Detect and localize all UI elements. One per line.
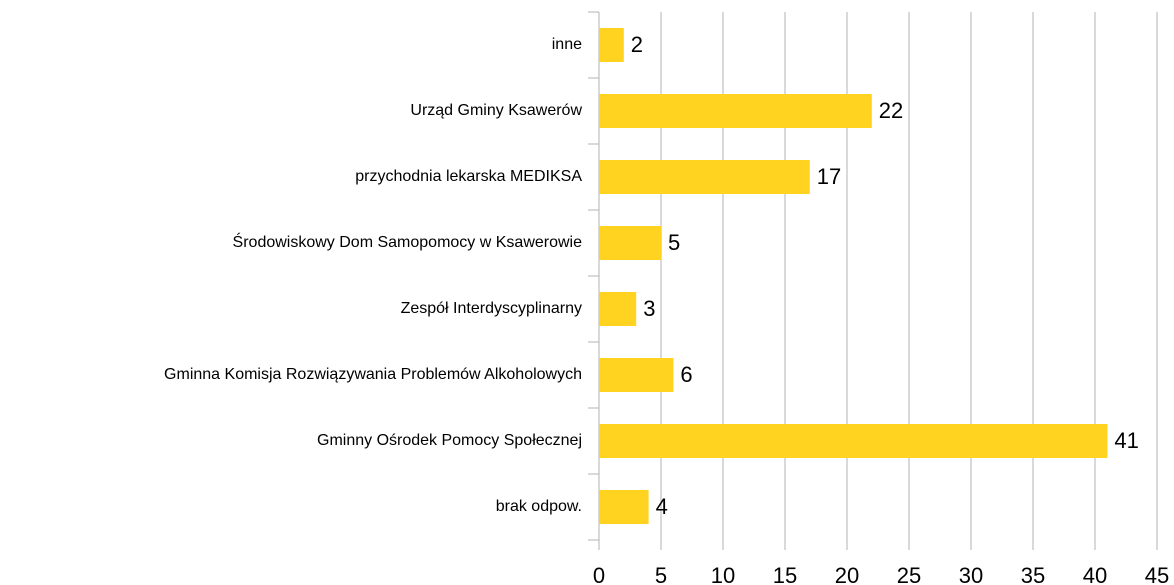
x-tick-label: 25 (897, 563, 921, 585)
value-label: 3 (643, 296, 655, 321)
y-tick-label: brak odpow. (496, 498, 582, 515)
value-label: 5 (668, 230, 680, 255)
bar (599, 160, 810, 194)
value-label: 17 (817, 164, 841, 189)
value-label: 41 (1114, 428, 1138, 453)
y-tick-label: Gminny Ośrodek Pomocy Społecznej (317, 432, 582, 449)
x-tick-label: 0 (593, 563, 605, 585)
x-tick-label: 45 (1145, 563, 1169, 585)
y-tick-label: inne (552, 36, 582, 53)
x-tick-label: 35 (1021, 563, 1045, 585)
value-label: 22 (879, 98, 903, 123)
bar (599, 490, 649, 524)
y-tick-label: Zespół Interdyscyplinarny (401, 300, 582, 317)
bar (599, 226, 661, 260)
y-tick-label: Urząd Gminy Ksawerów (410, 102, 582, 119)
x-tick-label: 5 (655, 563, 667, 585)
x-tick-label: 20 (835, 563, 859, 585)
bar (599, 358, 674, 392)
value-label: 2 (631, 32, 643, 57)
bar (599, 292, 637, 326)
y-tick-label: przychodnia lekarska MEDIKSA (355, 168, 582, 185)
y-tick-label: Gminna Komisja Rozwiązywania Problemów A… (164, 366, 582, 383)
value-label: 4 (656, 494, 668, 519)
x-tick-label: 10 (711, 563, 735, 585)
bar (599, 94, 872, 128)
bar (599, 28, 624, 62)
x-tick-label: 30 (959, 563, 983, 585)
y-tick-label: Środowiskowy Dom Samopomocy w Ksawerowie (233, 232, 583, 251)
bar (599, 424, 1108, 458)
x-tick-label: 15 (773, 563, 797, 585)
value-label: 6 (680, 362, 692, 387)
x-tick-label: 40 (1083, 563, 1107, 585)
